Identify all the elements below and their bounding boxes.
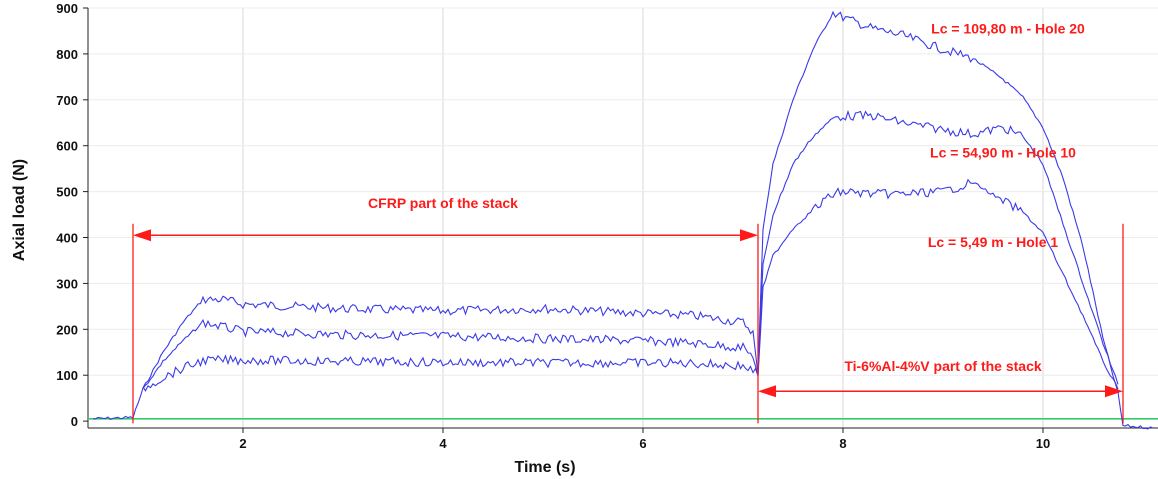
ti-arrow-left-head [758, 385, 776, 398]
hole20-label: Lc = 109,80 m - Hole 20 [931, 21, 1085, 37]
grid-lines [88, 7, 1158, 428]
y-tick-label: 400 [56, 231, 78, 246]
series-line-2 [142, 109, 1119, 389]
x-tick-label: 10 [1036, 436, 1050, 451]
axes [83, 7, 1158, 433]
y-tick-label: 500 [56, 185, 78, 200]
y-axis-title: Axial load (N) [11, 159, 28, 261]
y-tick-label: 200 [56, 322, 78, 337]
y-tick-label: 700 [56, 93, 78, 108]
y-tick-label: 800 [56, 47, 78, 62]
x-tick-label: 8 [839, 436, 846, 451]
y-tick-label: 600 [56, 139, 78, 154]
ti-arrow-right-head [1105, 385, 1123, 398]
y-tick-label: 300 [56, 276, 78, 291]
series-line-1 [92, 10, 1154, 430]
cfrp-arrow-right-head [740, 229, 758, 242]
x-tick-label: 4 [439, 436, 447, 451]
y-tick-label: 900 [56, 1, 78, 16]
ti-label: Ti-6%Al-4%V part of the stack [844, 358, 1042, 374]
x-tick-label: 6 [639, 436, 646, 451]
cfrp-label: CFRP part of the stack [368, 195, 518, 211]
hole10-label: Lc = 54,90 m - Hole 10 [930, 145, 1076, 161]
series-lines [88, 10, 1158, 430]
y-tick-label: 100 [56, 368, 78, 383]
series-line-3 [142, 178, 1119, 392]
hole1-label: Lc = 5,49 m - Hole 1 [928, 234, 1059, 250]
x-tick-label: 2 [239, 436, 246, 451]
x-axis-title: Time (s) [514, 459, 575, 476]
y-tick-label: 0 [71, 414, 78, 429]
annotations [132, 223, 1124, 424]
cfrp-arrow-left-head [133, 229, 151, 242]
